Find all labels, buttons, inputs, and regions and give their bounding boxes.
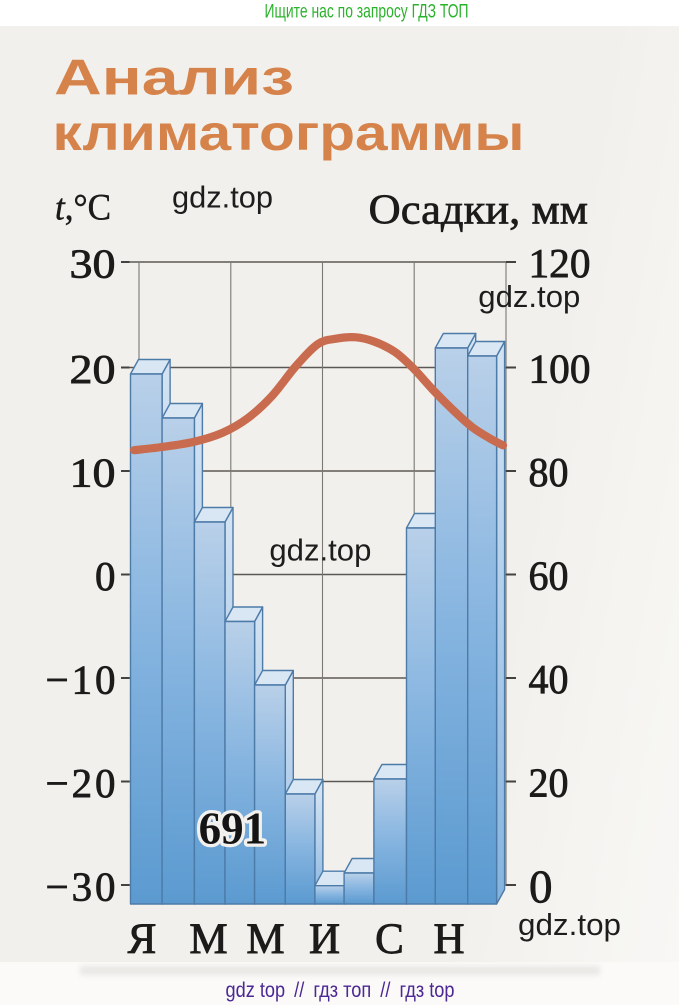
svg-text:Н: Н <box>433 916 464 963</box>
svg-text:Ищите нас по запросу ГДЗ ТОП: Ищите нас по запросу ГДЗ ТОП <box>265 1 469 23</box>
svg-text:М: М <box>246 916 284 963</box>
svg-text:gdz.top: gdz.top <box>518 908 621 942</box>
svg-text:Анализ: Анализ <box>54 49 294 105</box>
svg-text:Осадки, мм: Осадки, мм <box>369 188 589 234</box>
svg-text:0: 0 <box>95 553 116 599</box>
svg-text:120: 120 <box>529 240 591 286</box>
svg-text:gdz.top: gdz.top <box>478 280 580 314</box>
svg-text:80: 80 <box>529 449 569 495</box>
svg-text:Я: Я <box>128 916 157 963</box>
svg-text:10: 10 <box>70 450 116 496</box>
svg-text:100: 100 <box>529 346 591 392</box>
svg-text:0: 0 <box>529 861 553 913</box>
svg-text:gdz.top: gdz.top <box>269 534 371 568</box>
svg-text:−20: −20 <box>46 760 116 806</box>
svg-text:климатограммы: климатограммы <box>53 105 525 161</box>
svg-text:20: 20 <box>529 760 569 806</box>
svg-text:М: М <box>189 916 227 963</box>
svg-text:gdz top // гдз топ // гдз top: gdz top // гдз топ // гдз top <box>226 978 455 1002</box>
svg-text:−30: −30 <box>46 864 116 910</box>
svg-text:−10: −10 <box>46 657 116 703</box>
svg-text:691: 691 <box>199 804 267 854</box>
svg-text:gdz.top: gdz.top <box>172 181 273 215</box>
svg-text:С: С <box>375 916 404 963</box>
svg-text:30: 30 <box>70 241 116 287</box>
svg-text:40: 40 <box>529 656 569 702</box>
svg-text:И: И <box>309 916 340 963</box>
svg-text:60: 60 <box>529 553 569 599</box>
svg-text:t,°C: t,°C <box>55 188 111 229</box>
svg-text:20: 20 <box>70 346 116 392</box>
